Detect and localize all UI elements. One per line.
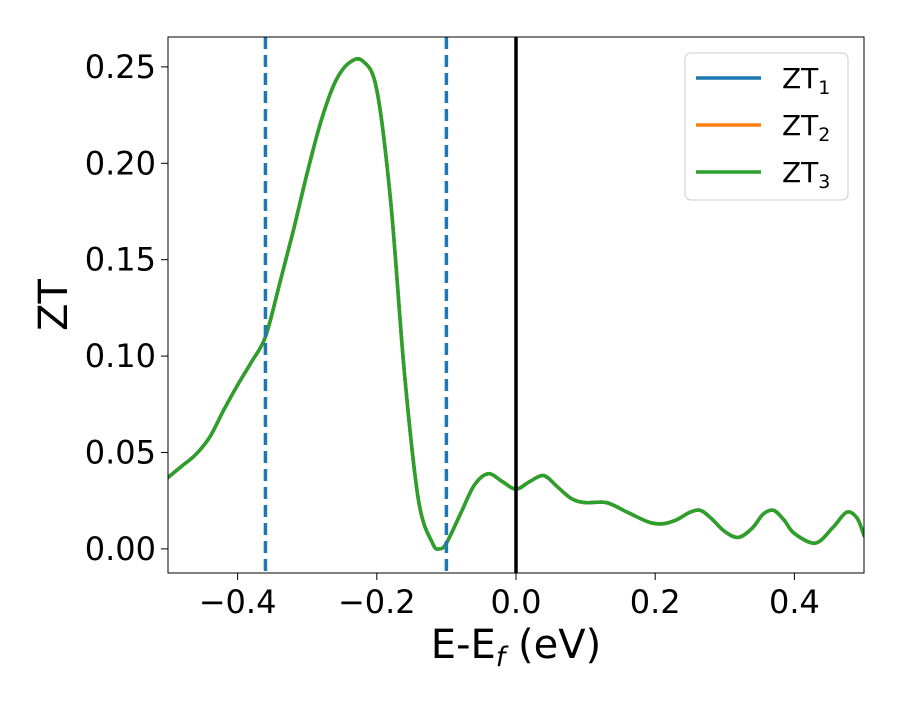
legend-label-3: ZT3 [782, 156, 830, 193]
y-tick-label: 0.20 [85, 144, 156, 182]
y-ticks: 0.00 0.05 0.10 0.15 0.20 0.25 [85, 48, 168, 568]
x-axis-label-main: E-E [431, 622, 496, 668]
y-axis-label: ZT [31, 279, 77, 331]
x-tick-label: 0.4 [769, 583, 820, 621]
x-axis-label-suffix: (eV) [505, 622, 601, 668]
legend: ZT1 ZT2 ZT3 [684, 52, 849, 201]
x-tick-label: 0.2 [630, 583, 681, 621]
x-tick-label: −0.2 [338, 583, 416, 621]
x-tick-label: 0.0 [491, 583, 542, 621]
vertical-lines-layer [263, 37, 518, 573]
y-tick-label: 0.10 [85, 337, 156, 375]
legend-frame [684, 52, 849, 201]
y-tick-label: 0.05 [85, 433, 156, 471]
legend-label-2: ZT2 [782, 109, 830, 146]
x-ticks: −0.4 −0.2 0.0 0.2 0.4 [199, 573, 820, 621]
x-tick-label: −0.4 [199, 583, 277, 621]
y-tick-label: 0.00 [85, 530, 156, 568]
y-tick-label: 0.15 [85, 241, 156, 279]
y-tick-label: 0.25 [85, 48, 156, 86]
series-layer [168, 57, 864, 551]
legend-label-1: ZT1 [782, 62, 830, 99]
series-line-3 [168, 57, 864, 551]
x-axis-label: E-Ef (eV) [431, 622, 601, 673]
